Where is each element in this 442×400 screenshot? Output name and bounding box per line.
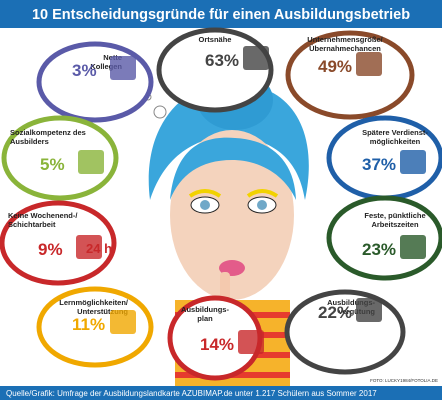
reason-label: Lernmöglichkeiten/Unterstützung xyxy=(59,298,129,316)
icon-text: 24 h xyxy=(86,241,112,256)
reason-icon xyxy=(400,150,426,174)
reason-label: Spätere Verdienst-möglichkeiten xyxy=(362,128,428,146)
reason-percentage: 37% xyxy=(362,155,396,174)
reason-bubble: Feste, pünktliche Arbeitszeiten 23% xyxy=(326,195,442,281)
reason-percentage: 9% xyxy=(38,240,63,259)
footer-source: Quelle/Grafik: Umfrage der Ausbildungsla… xyxy=(6,389,377,398)
photo-credit: FOTO: LUCKY1984/FOTOLIA.DE xyxy=(370,378,438,383)
reason-percentage: 3% xyxy=(72,61,97,80)
reason-bubble: NetteKollegen3% xyxy=(36,41,154,123)
reason-percentage: 11% xyxy=(72,315,105,334)
reason-label: Ortsnähe xyxy=(199,35,232,44)
reason-label: Keine Wochenend-/Schichtarbeit xyxy=(8,211,78,229)
reason-bubble: Ausbildungs-plan 14% xyxy=(167,295,264,381)
reason-percentage: 22% xyxy=(318,303,352,322)
reason-percentage: 49% xyxy=(318,57,352,76)
reason-bubble: Unternehmensgröße/Übernahmechancen 49% xyxy=(285,30,415,120)
reason-bubble: Spätere Verdienst-möglichkeiten 37% xyxy=(326,115,442,201)
reason-percentage: 5% xyxy=(40,155,65,174)
footer-bar xyxy=(0,386,442,400)
title-bar xyxy=(0,0,442,28)
reason-bubble: Keine Wochenend-/Schichtarbeit 9% xyxy=(0,200,117,286)
reason-icon xyxy=(78,150,104,174)
bubble-outline xyxy=(36,286,154,368)
reason-icon xyxy=(110,310,136,334)
reason-label: Ausbildungs-plan xyxy=(181,305,229,323)
title: 10 Entscheidungsgründe für einen Ausbild… xyxy=(32,7,410,23)
reason-bubble: Ausbildungs-vergütung22% xyxy=(284,289,406,375)
reason-icon xyxy=(243,46,269,70)
reason-icon xyxy=(76,235,102,259)
reason-percentage: 14% xyxy=(200,335,234,354)
reason-icon xyxy=(238,330,264,354)
reason-bubble: Ortsnähe 63% xyxy=(156,27,274,113)
reason-icon xyxy=(400,235,426,259)
reason-label: Sozialkompetenz des Ausbilders xyxy=(10,128,86,146)
reason-percentage: 23% xyxy=(362,240,396,259)
reason-icon xyxy=(356,298,382,322)
bubble-outline xyxy=(1,115,119,201)
reason-percentage: 63% xyxy=(205,51,239,70)
reason-icon xyxy=(356,52,382,76)
reason-label: Unternehmensgröße/Übernahmechancen xyxy=(307,35,383,53)
reason-bubble: Sozialkompetenz des Ausbilders 5% xyxy=(1,115,119,201)
reason-label: Feste, pünktliche Arbeitszeiten xyxy=(364,211,425,229)
bubble-outline xyxy=(36,41,154,123)
bubble-outline xyxy=(0,200,117,286)
reason-icon xyxy=(110,56,136,80)
